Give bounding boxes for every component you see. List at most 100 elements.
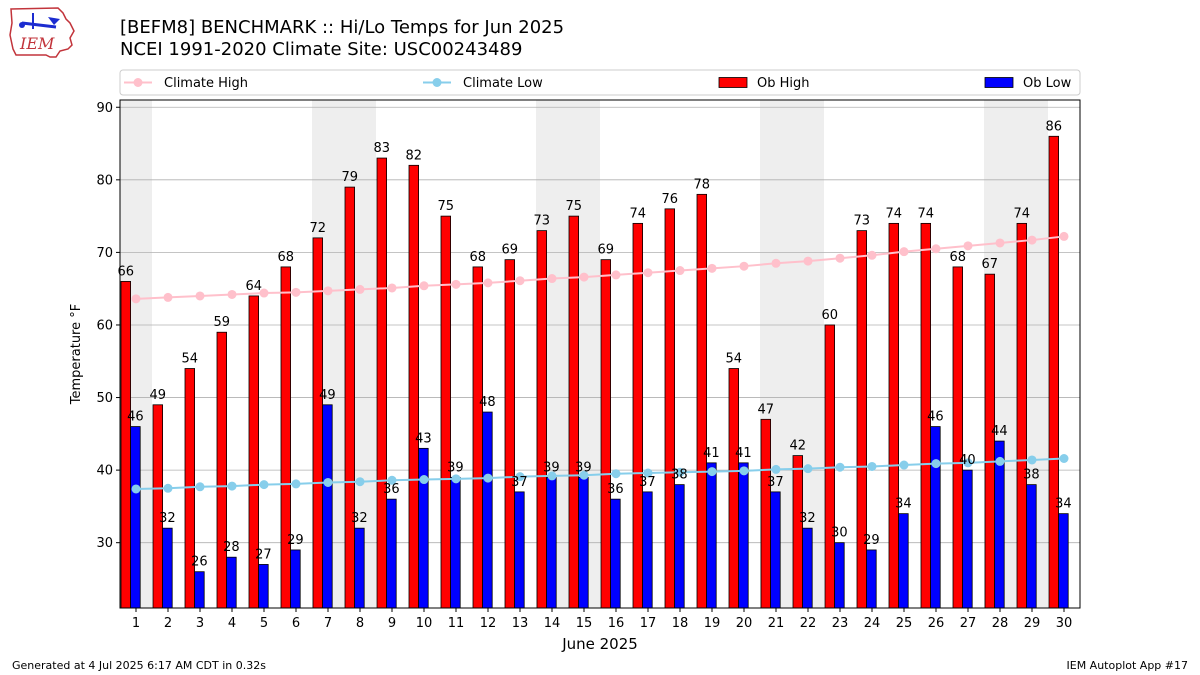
climate-high-point bbox=[643, 268, 653, 278]
ob-low-bar bbox=[194, 571, 205, 609]
climate-low-point bbox=[1027, 455, 1037, 465]
ob-low-label: 37 bbox=[767, 475, 784, 490]
ob-low-bar bbox=[418, 447, 429, 609]
climate-high-point bbox=[675, 266, 685, 276]
ob-low-label: 34 bbox=[895, 497, 912, 512]
ob-high-label: 59 bbox=[214, 315, 231, 330]
ob-low-bar bbox=[642, 491, 653, 609]
climate-low-point bbox=[419, 475, 429, 485]
x-tick-label: 27 bbox=[960, 616, 977, 631]
ob-high-bar bbox=[1048, 135, 1060, 609]
x-tick-label: 25 bbox=[896, 616, 913, 631]
climate-high-point bbox=[483, 278, 493, 288]
ob-high-bar bbox=[440, 215, 452, 609]
x-tick-label: 12 bbox=[480, 616, 497, 631]
y-tick-label: 30 bbox=[96, 536, 113, 551]
ob-high-bar bbox=[888, 222, 900, 609]
ob-high-legend-label: Ob High bbox=[757, 76, 810, 91]
ob-high-bar bbox=[408, 164, 420, 609]
ob-low-label: 32 bbox=[799, 511, 816, 526]
ob-high-bar bbox=[600, 259, 612, 609]
climate-high-line bbox=[135, 235, 1065, 300]
ob-high-label: 67 bbox=[982, 257, 999, 272]
climate-low-point bbox=[515, 472, 525, 482]
ob-low-label: 41 bbox=[735, 446, 752, 461]
climate-low-point bbox=[611, 469, 621, 479]
climate-low-point bbox=[483, 473, 493, 483]
climate-low-point bbox=[323, 477, 333, 487]
x-tick-label: 24 bbox=[864, 616, 881, 631]
x-axis-label: June 2025 bbox=[561, 635, 638, 653]
x-tick-label: 16 bbox=[608, 616, 625, 631]
ob-high-label: 73 bbox=[854, 214, 871, 229]
climate-high-point bbox=[419, 281, 429, 291]
ob-low-bar bbox=[130, 426, 141, 609]
climate-high-point bbox=[867, 250, 877, 260]
ob-low-bar bbox=[866, 549, 877, 609]
climate-high-point bbox=[1059, 231, 1069, 241]
climate-high-point bbox=[995, 238, 1005, 248]
climate-high-legend-marker bbox=[133, 78, 143, 87]
climate-low-point bbox=[899, 460, 909, 470]
climate-high-point bbox=[771, 258, 781, 268]
climate-low-point bbox=[355, 477, 365, 487]
ob-high-bar bbox=[216, 331, 228, 609]
ob-low-bar bbox=[834, 542, 845, 609]
ob-low-label: 41 bbox=[703, 446, 720, 461]
climate-low-point bbox=[387, 475, 397, 485]
climate-low-point bbox=[227, 481, 237, 491]
x-tick-label: 17 bbox=[640, 616, 657, 631]
y-tick-label: 70 bbox=[96, 246, 113, 261]
climate-high-point bbox=[707, 263, 717, 273]
ob-low-legend-swatch bbox=[984, 77, 1014, 88]
ob-high-bar bbox=[792, 455, 804, 609]
climate-high-point bbox=[515, 276, 525, 286]
x-tick-label: 19 bbox=[704, 616, 721, 631]
ob-low-label: 28 bbox=[223, 540, 240, 555]
x-tick-label: 22 bbox=[800, 616, 817, 631]
ob-low-bar bbox=[482, 411, 493, 609]
climate-high-point bbox=[611, 270, 621, 280]
climate-low-point bbox=[643, 468, 653, 478]
x-tick-label: 15 bbox=[576, 616, 593, 631]
ob-high-label: 83 bbox=[374, 141, 391, 156]
ob-high-label: 69 bbox=[502, 243, 519, 258]
ob-high-label: 75 bbox=[566, 199, 583, 214]
climate-low-point bbox=[835, 462, 845, 472]
climate-high-point bbox=[1027, 235, 1037, 245]
climate-high-point bbox=[387, 283, 397, 293]
y-tick-label: 60 bbox=[96, 318, 113, 333]
climate-high-point bbox=[323, 286, 333, 296]
ob-high-label: 74 bbox=[886, 206, 903, 221]
ob-high-label: 49 bbox=[150, 388, 167, 403]
climate-high-point bbox=[803, 256, 813, 266]
ob-high-bar bbox=[952, 266, 964, 609]
x-tick-label: 30 bbox=[1056, 616, 1073, 631]
ob-high-bar bbox=[728, 368, 740, 609]
climate-low-point bbox=[771, 464, 781, 474]
climate-low-point bbox=[803, 464, 813, 474]
iem-logo: IEM bbox=[8, 5, 80, 60]
climate-high-legend-label: Climate High bbox=[164, 76, 248, 91]
climate-low-point bbox=[195, 482, 205, 492]
ob-high-label: 74 bbox=[1014, 206, 1031, 221]
ob-high-label: 66 bbox=[118, 264, 135, 279]
x-tick-label: 28 bbox=[992, 616, 1009, 631]
climate-low-point bbox=[707, 467, 717, 477]
x-tick-label: 4 bbox=[228, 616, 236, 631]
ob-low-label: 32 bbox=[351, 511, 368, 526]
ob-low-label: 38 bbox=[671, 468, 688, 483]
ob-low-label: 46 bbox=[927, 410, 944, 425]
ob-high-label: 54 bbox=[182, 352, 199, 367]
x-tick-label: 6 bbox=[292, 616, 300, 631]
ob-low-label: 36 bbox=[607, 482, 624, 497]
climate-high-point bbox=[259, 288, 269, 298]
ob-low-bar bbox=[386, 498, 397, 609]
climate-high-point bbox=[227, 289, 237, 299]
plot-frame bbox=[119, 99, 1081, 609]
ob-low-label: 44 bbox=[991, 424, 1008, 439]
ob-low-label: 26 bbox=[191, 555, 208, 570]
ob-low-bar bbox=[258, 564, 269, 609]
x-tick-label: 1 bbox=[132, 616, 140, 631]
ob-low-label: 27 bbox=[255, 547, 272, 562]
